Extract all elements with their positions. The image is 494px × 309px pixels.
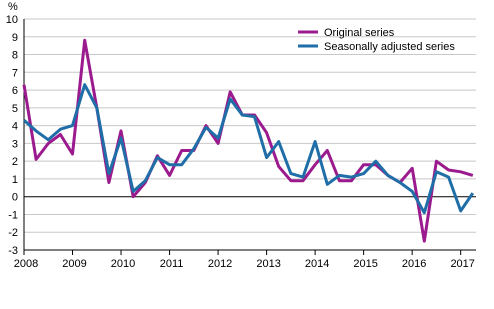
y-tick-label: 1: [12, 174, 18, 186]
y-tick-label: -3: [8, 245, 18, 257]
x-tick-label: 2009: [62, 258, 86, 270]
legend-label: Original series: [324, 27, 395, 39]
series-line: [22, 38, 474, 243]
y-tick-label: 6: [12, 85, 18, 97]
y-tick-label: 2: [12, 156, 18, 168]
x-tick-label: 2015: [353, 258, 377, 270]
y-tick-label: 7: [12, 67, 18, 79]
x-tick-label: 2012: [208, 258, 232, 270]
x-tick-label: 2016: [402, 258, 426, 270]
y-tick-label: -2: [8, 227, 18, 239]
y-tick-label: 4: [12, 121, 18, 133]
y-tick-label: 9: [12, 32, 18, 44]
x-tick-label: 2011: [160, 258, 184, 270]
y-tick-label: 0: [12, 192, 18, 204]
y-tick-label: 8: [12, 50, 18, 62]
x-tick-label: 2013: [256, 258, 280, 270]
y-tick-label: -1: [8, 209, 18, 221]
legend-label: Seasonally adjusted series: [324, 41, 455, 53]
y-tick-label: 10: [6, 14, 18, 26]
x-tick-label: 2014: [305, 258, 329, 270]
y-axis-label: %: [8, 1, 18, 13]
series-line: [23, 83, 475, 215]
x-tick-label: 2008: [14, 258, 38, 270]
x-tick-label: 2010: [111, 258, 135, 270]
y-tick-label: 5: [12, 103, 18, 115]
x-tick-label: 2017: [450, 258, 474, 270]
y-tick-label: 3: [12, 138, 18, 150]
